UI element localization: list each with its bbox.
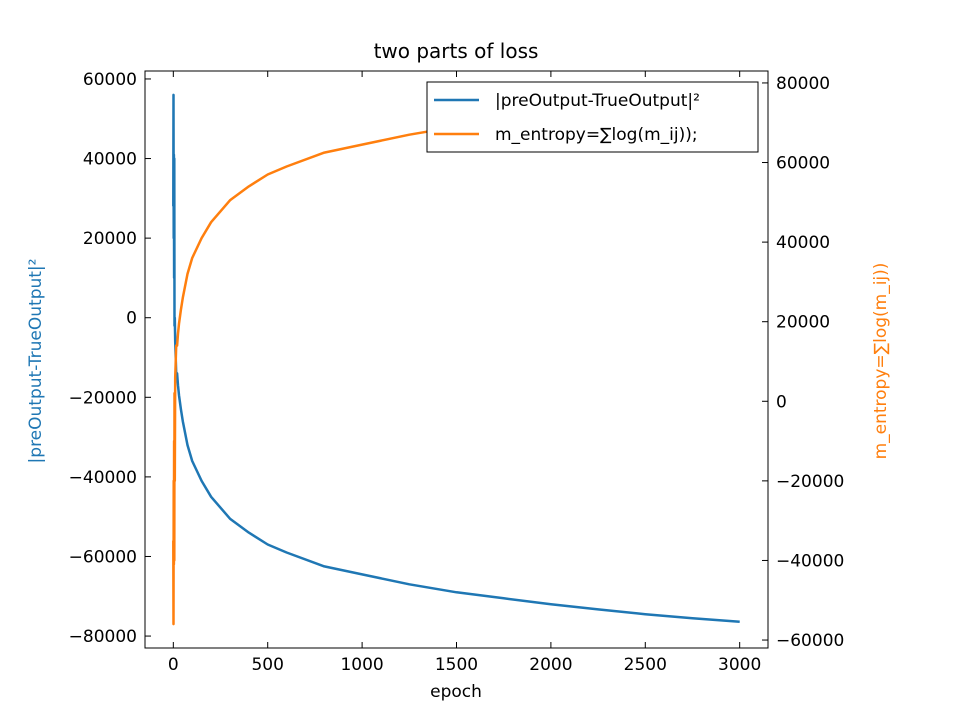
x-tick-label: 0 xyxy=(168,655,179,675)
y-left-tick-label: 0 xyxy=(126,309,137,329)
y-right-tick-label: 60000 xyxy=(776,154,830,174)
y-right-tick-label: 0 xyxy=(776,392,787,412)
chart-title: two parts of loss xyxy=(374,39,539,63)
series-line-1 xyxy=(172,93,740,623)
y-left-tick-label: −60000 xyxy=(69,547,137,567)
x-tick-label: 3000 xyxy=(718,655,761,675)
y-left-tick-label: −80000 xyxy=(69,627,137,647)
legend-label-series-2: m_entropy=∑log(m_ij)); xyxy=(495,125,698,145)
y-right-tick-label: −40000 xyxy=(776,551,844,571)
x-tick-label: 1500 xyxy=(435,655,478,675)
y-left-tick-label: −20000 xyxy=(69,388,137,408)
x-axis: 0 500 1000 1500 2000 2500 3000 xyxy=(168,71,761,675)
y-right-tick-label: 40000 xyxy=(776,233,830,253)
y-axis-right-label: m_entropy=∑log(m_ij)) xyxy=(871,263,891,460)
y-right-tick-label: 20000 xyxy=(776,313,830,333)
y-left-tick-label: 60000 xyxy=(83,70,137,90)
legend: |preOutput-TrueOutput|² m_entropy=∑log(m… xyxy=(426,81,759,153)
x-tick-label: 1000 xyxy=(340,655,383,675)
y-axis-left-label: |preOutput-TrueOutput|² xyxy=(26,259,46,464)
y-left-tick-label: −40000 xyxy=(69,468,137,488)
y-axis-right: 80000 60000 40000 20000 0 −20000 −40000 −60000 xyxy=(762,74,844,651)
y-right-tick-label: −20000 xyxy=(776,472,844,492)
legend-label-series-1: |preOutput-TrueOutput|² xyxy=(495,91,700,111)
x-axis-label: epoch xyxy=(430,682,482,702)
y-right-tick-label: −60000 xyxy=(776,631,844,651)
x-tick-label: 2500 xyxy=(624,655,667,675)
y-left-tick-label: 20000 xyxy=(83,229,137,249)
legend-box xyxy=(426,81,759,153)
y-right-tick-label: 80000 xyxy=(776,74,830,94)
y-left-tick-label: 40000 xyxy=(83,150,137,170)
y-axis-left: 60000 40000 20000 0 −20000 −40000 −60000 −80000 xyxy=(69,70,151,647)
x-tick-label: 500 xyxy=(251,655,283,675)
x-tick-label: 2000 xyxy=(529,655,572,675)
